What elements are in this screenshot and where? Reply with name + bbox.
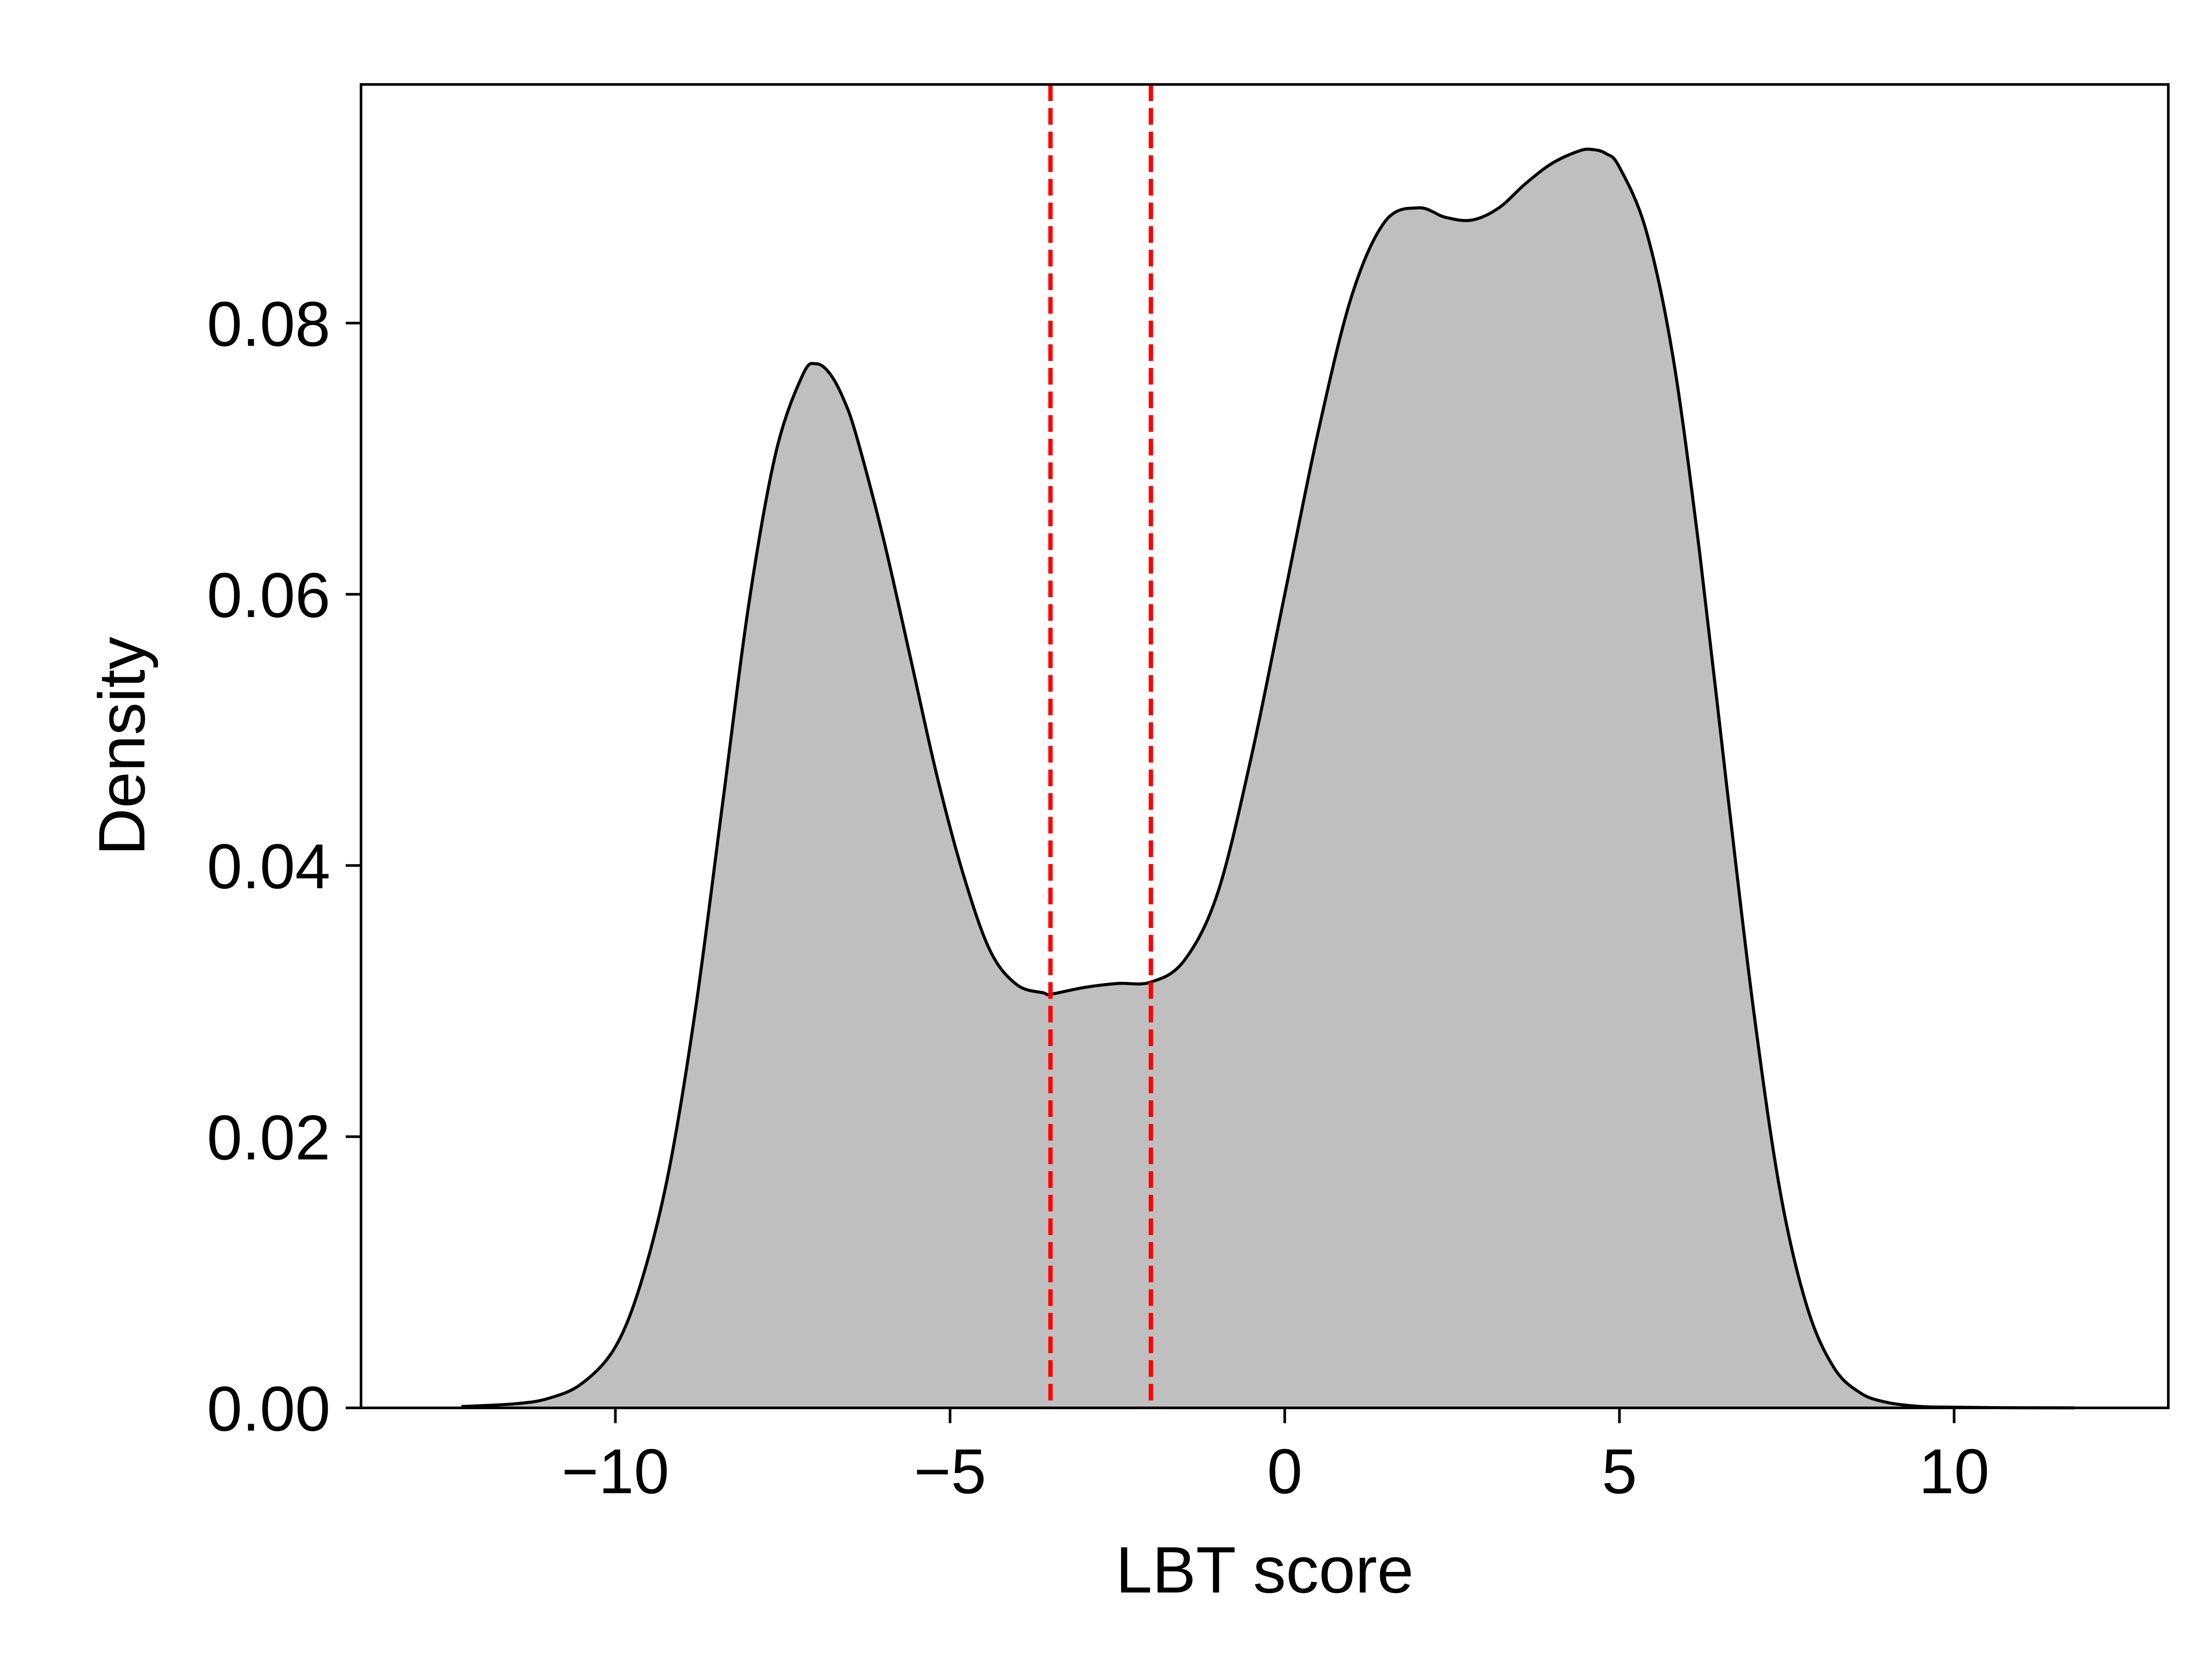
x-tick-label: −5 xyxy=(914,1436,986,1507)
axes-frame xyxy=(360,83,2170,1409)
x-tick-label: 0 xyxy=(1267,1436,1303,1507)
x-tick-label: 5 xyxy=(1602,1436,1637,1507)
y-tick-label: 0.02 xyxy=(207,1102,330,1173)
y-axis: 0.00 0.02 0.04 0.06 0.08 xyxy=(207,288,361,1444)
x-tick-label: −10 xyxy=(561,1436,669,1507)
threshold-lines xyxy=(1048,84,1153,1408)
plot-area xyxy=(461,84,2075,1410)
density-area-fill xyxy=(461,149,2075,1408)
x-axis-title: LBT score xyxy=(1116,1533,1414,1606)
y-tick-label: 0.06 xyxy=(207,560,330,630)
y-axis-title: Density xyxy=(85,637,158,855)
x-axis: −10 −5 0 5 10 xyxy=(561,1408,1989,1507)
density-curve xyxy=(461,147,2075,1410)
y-tick-label: 0.08 xyxy=(207,288,330,359)
y-tick-label: 0.04 xyxy=(207,831,330,902)
y-tick-label: 0.00 xyxy=(207,1373,330,1444)
x-tick-label: 10 xyxy=(1919,1436,1989,1507)
